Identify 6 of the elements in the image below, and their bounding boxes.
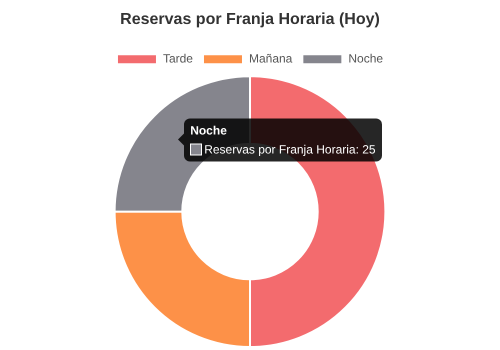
legend-label: Tarde — [162, 52, 194, 66]
slice-label: Noche — [190, 123, 228, 138]
legend-label: Mañana — [248, 52, 293, 66]
legend-label: Noche — [348, 52, 384, 66]
text: Reservas por Franja Horaria: 25 — [204, 142, 376, 156]
chart-title: Reservas por Franja Horaria (Hoy) — [120, 11, 380, 28]
